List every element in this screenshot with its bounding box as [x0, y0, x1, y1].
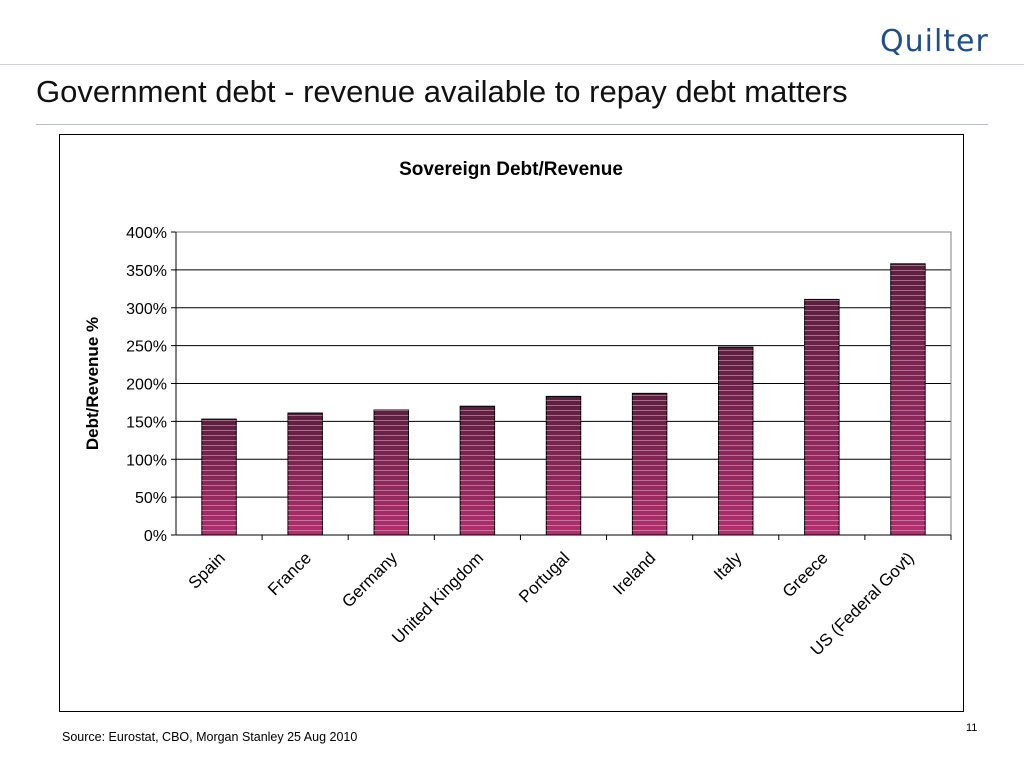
- y-tick-label: 100%: [126, 452, 167, 469]
- y-tick-label: 250%: [126, 339, 167, 356]
- bar-texture: [632, 393, 667, 535]
- y-tick-label: 300%: [126, 301, 167, 318]
- bar-texture: [890, 263, 926, 535]
- bar-texture: [287, 413, 323, 535]
- y-axis-label: Debt/Revenue %: [83, 317, 102, 450]
- x-tick-label: France: [264, 548, 315, 599]
- y-tick-label: 400%: [126, 225, 167, 242]
- x-tick-label: Portugal: [515, 548, 573, 606]
- chart-title: Sovereign Debt/Revenue: [399, 159, 623, 180]
- y-tick-label: 150%: [126, 414, 167, 431]
- x-tick-label: Italy: [710, 548, 746, 584]
- quilter-logo: Quilter: [880, 24, 989, 59]
- title-divider: [36, 124, 988, 125]
- bar-texture: [374, 410, 409, 535]
- x-tick-label: Spain: [185, 548, 229, 592]
- source-note: Source: Eurostat, CBO, Morgan Stanley 25…: [62, 730, 358, 744]
- x-tick-label: Ireland: [609, 548, 659, 598]
- chart: Sovereign Debt/Revenue 0% 50% 100% 150% 200%…: [83, 159, 952, 659]
- y-tick-label: 200%: [126, 377, 167, 394]
- x-tick-label: Greece: [779, 548, 832, 601]
- x-tick-label: United Kingdom: [388, 548, 487, 647]
- bar-texture: [546, 396, 581, 535]
- y-tick-label: 50%: [135, 490, 167, 507]
- bar-texture: [460, 406, 495, 535]
- bar-texture: [718, 347, 753, 535]
- page-number: 11: [966, 722, 978, 734]
- y-tick-label: 350%: [126, 263, 167, 280]
- x-tick-label: Germany: [338, 548, 401, 611]
- header-divider: [0, 64, 1024, 65]
- bar-texture: [201, 419, 237, 535]
- slide-title: Government debt - revenue available to r…: [36, 74, 848, 109]
- bar-texture: [804, 299, 840, 535]
- chart-frame: Sovereign Debt/Revenue 0% 50% 100% 150% 200%…: [59, 134, 964, 712]
- y-tick-label: 0%: [144, 528, 167, 545]
